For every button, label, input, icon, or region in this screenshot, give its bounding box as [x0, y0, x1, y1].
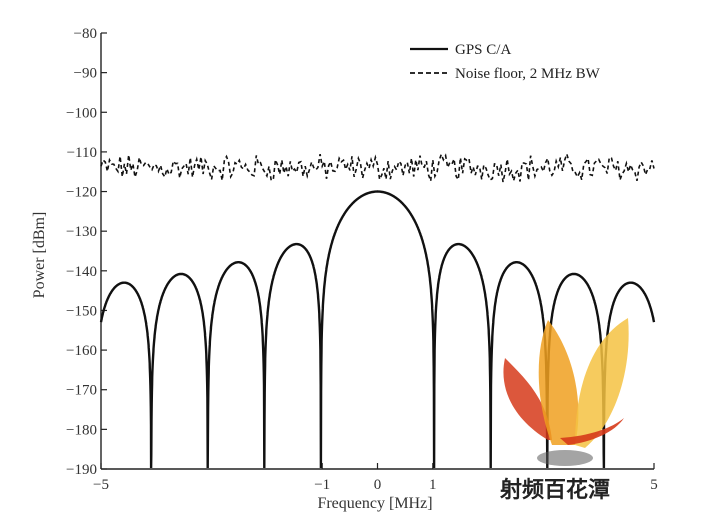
legend: GPS C/A Noise floor, 2 MHz BW	[410, 42, 601, 82]
legend-noise-label: Noise floor, 2 MHz BW	[455, 66, 601, 82]
y-tick-label: −170	[66, 383, 97, 399]
y-tick-label: −80	[74, 26, 97, 42]
watermark-text: 射频百花潭	[499, 477, 610, 503]
x-axis-title: Frequency [MHz]	[317, 495, 432, 512]
y-tick-label: −90	[74, 66, 97, 82]
x-tick-label: 1	[429, 477, 437, 493]
y-tick-label: −110	[67, 145, 97, 161]
watermark-flame-red	[503, 358, 552, 440]
legend-gps-label: GPS C/A	[455, 42, 511, 58]
y-axis-ticks: −80 −90 −100 −110 −120 −130 −140 −150 −160 −170 −1…	[66, 26, 107, 478]
series-noise-floor-line	[100, 151, 655, 183]
y-axis-title: Power [dBm]	[31, 212, 48, 299]
x-tick-label: −5	[93, 477, 109, 493]
y-tick-label: −100	[66, 105, 97, 121]
watermark-logo: 射频百花潭	[499, 318, 629, 503]
watermark-flame-yellow	[575, 318, 629, 448]
y-tick-label: −160	[66, 343, 97, 359]
series-gps-ca-line	[99, 190, 656, 469]
y-tick-label: −150	[66, 303, 97, 319]
watermark-flame-orange	[538, 320, 579, 445]
y-tick-label: −190	[66, 462, 97, 478]
y-tick-label: −140	[66, 264, 97, 280]
x-axis-ticks: −5 −1 0 1 5	[93, 463, 658, 493]
x-tick-label: 0	[374, 477, 382, 493]
x-tick-label: −1	[314, 477, 330, 493]
y-tick-label: −120	[66, 185, 97, 201]
y-tick-label: −180	[66, 422, 97, 438]
watermark-swoosh	[560, 418, 624, 445]
watermark-disc	[537, 450, 593, 466]
y-tick-label: −130	[66, 224, 97, 240]
x-tick-label: 5	[650, 477, 658, 493]
